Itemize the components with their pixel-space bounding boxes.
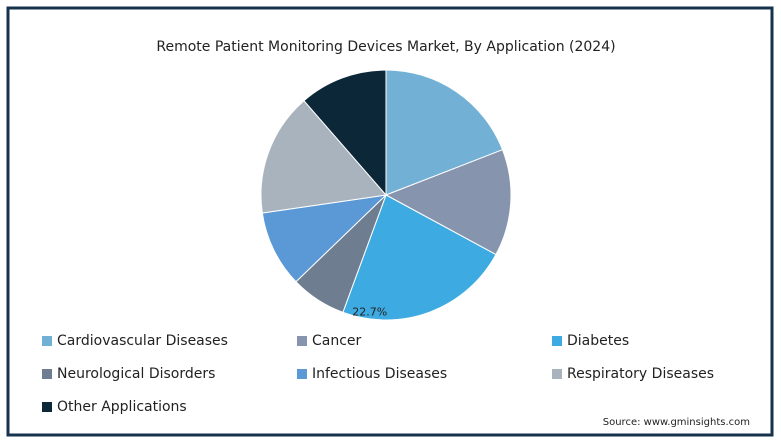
legend-swatch xyxy=(552,336,562,346)
legend-label: Neurological Disorders xyxy=(57,366,215,382)
legend-swatch xyxy=(297,369,307,379)
data-label: 22.7% xyxy=(352,306,387,319)
legend-swatch xyxy=(552,369,562,379)
pie-slice xyxy=(260,100,387,214)
legend-label: Diabetes xyxy=(567,333,629,349)
legend-label: Other Applications xyxy=(57,399,187,415)
legend-swatch xyxy=(297,336,307,346)
pie-slice xyxy=(342,194,497,321)
legend-swatch xyxy=(42,402,52,412)
legend-swatch xyxy=(42,336,52,346)
chart-title: Remote Patient Monitoring Devices Market… xyxy=(156,39,615,55)
legend-swatch xyxy=(42,369,52,379)
pie-slice xyxy=(261,194,388,283)
pie-slice xyxy=(303,69,387,197)
pie-slice xyxy=(384,149,512,256)
legend-label: Respiratory Diseases xyxy=(567,366,714,382)
legend-label: Cardiovascular Diseases xyxy=(57,333,228,349)
legend-label: Infectious Diseases xyxy=(312,366,447,382)
source: Source: www.gminsights.com xyxy=(603,417,750,428)
pie-slice xyxy=(385,69,504,196)
legend-label: Cancer xyxy=(312,333,362,349)
